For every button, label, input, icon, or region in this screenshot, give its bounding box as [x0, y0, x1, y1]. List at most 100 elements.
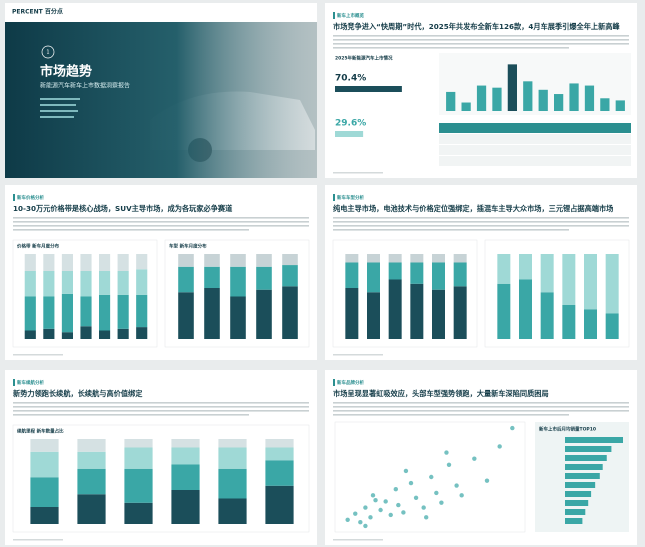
text-line — [333, 414, 569, 416]
text-line — [333, 410, 629, 412]
bar-segment — [178, 266, 194, 293]
bar-segment — [124, 502, 153, 524]
bar-segment — [77, 451, 106, 469]
slide-tag: 新车上市概览 — [337, 12, 364, 19]
bar-segment — [519, 279, 532, 339]
chart-title: 续航里程 新车数量占比 — [17, 428, 64, 435]
scatter-point — [403, 468, 409, 474]
bar-segment — [80, 296, 92, 327]
slide-tag: 新车品牌分析 — [337, 379, 364, 386]
bar-segment — [99, 271, 111, 295]
bar — [461, 102, 471, 111]
bar-segment — [30, 507, 59, 524]
page-circle — [41, 45, 55, 59]
hbar — [565, 518, 583, 524]
footer-line — [333, 172, 383, 174]
bar-segment — [61, 293, 73, 333]
tag-bar — [13, 379, 15, 386]
bar — [569, 83, 579, 111]
slide-tag: 新车车型分析 — [337, 194, 364, 201]
bar-segment — [218, 498, 247, 524]
scatter-point — [393, 487, 398, 492]
footer-line — [333, 539, 383, 541]
scatter-point — [401, 510, 406, 515]
text-line — [13, 414, 249, 416]
hbar — [565, 500, 589, 506]
hbar — [565, 437, 623, 443]
bar-segment — [497, 283, 511, 339]
text-line — [13, 217, 309, 219]
bar — [584, 85, 595, 111]
toc-line — [40, 104, 76, 106]
bar-segment — [432, 289, 445, 339]
scatter-point — [421, 505, 426, 510]
bar-segment — [605, 254, 619, 314]
bar — [600, 98, 610, 111]
footer-line — [13, 354, 63, 356]
slide-title: 市场竞争进入“快周期”时代，2025年共发布全新车126款，4月车展季引爆全年上… — [333, 22, 620, 31]
bar-segment — [410, 283, 424, 339]
scatter-point — [363, 505, 368, 510]
text-line — [13, 410, 309, 412]
bar-segment — [497, 254, 511, 284]
bar-segment — [230, 254, 246, 267]
tag-bar — [333, 379, 335, 386]
bar-segment — [204, 254, 220, 267]
bar-segment — [256, 254, 272, 267]
chart-box — [439, 53, 631, 115]
bar-segment — [410, 254, 424, 263]
bar-segment — [61, 254, 73, 271]
chart-title: 2025年新能源汽车上市情况 — [335, 55, 393, 62]
scatter-point — [439, 500, 444, 505]
bar-segment — [80, 326, 92, 339]
table-row — [439, 156, 631, 166]
text-line — [333, 43, 629, 45]
scatter-point — [472, 456, 477, 461]
cover-title: 市场趋势 — [40, 64, 92, 80]
scatter-point — [444, 450, 449, 455]
bar-segment — [230, 266, 246, 297]
bar-segment — [117, 294, 129, 329]
scatter-point — [459, 493, 464, 498]
bar-segment — [562, 305, 576, 339]
bar-segment — [124, 439, 153, 448]
bar-segment — [584, 254, 597, 310]
tag-bar — [333, 194, 335, 201]
bar-segment — [117, 328, 129, 339]
hbar — [565, 455, 607, 461]
bar-segment — [345, 288, 359, 339]
bar — [554, 94, 564, 111]
bar-segment — [24, 330, 36, 339]
toc-line — [40, 98, 80, 100]
bar-segment — [178, 254, 194, 267]
slide-title: 市场呈现显著虹吸效应，头部车型强势领跑，大量新车深陷同质困局 — [333, 389, 549, 398]
bar-segment — [540, 292, 554, 339]
text-line — [13, 221, 309, 223]
scatter-point — [434, 490, 439, 496]
bar-segment — [77, 468, 106, 495]
bar-segment — [80, 271, 92, 297]
bar-segment — [562, 254, 576, 305]
bar-segment — [136, 269, 148, 295]
bar-segment — [265, 485, 294, 524]
tag-bar — [333, 12, 335, 19]
bar-segment — [136, 294, 148, 328]
bar-segment — [77, 439, 106, 452]
bar-segment — [218, 468, 247, 499]
slide-title: 纯电主导市场，电池技术与价格定位强绑定，插混车主导大众市场，三元锂占据高端市场 — [333, 204, 613, 213]
bar-segment — [230, 296, 246, 339]
bar-segment — [24, 271, 36, 297]
bar-segment — [124, 447, 153, 469]
scatter-point — [358, 520, 363, 525]
scatter-point — [378, 507, 383, 513]
bar-segment — [136, 254, 148, 270]
scatter-point — [373, 498, 378, 503]
bar-segment — [453, 262, 467, 287]
text-line — [333, 229, 569, 231]
bar — [538, 89, 548, 111]
bar-segment — [388, 254, 402, 263]
text-line — [333, 35, 629, 37]
bar — [476, 85, 487, 111]
bar-segment — [432, 254, 445, 263]
bar-segment — [265, 439, 294, 448]
